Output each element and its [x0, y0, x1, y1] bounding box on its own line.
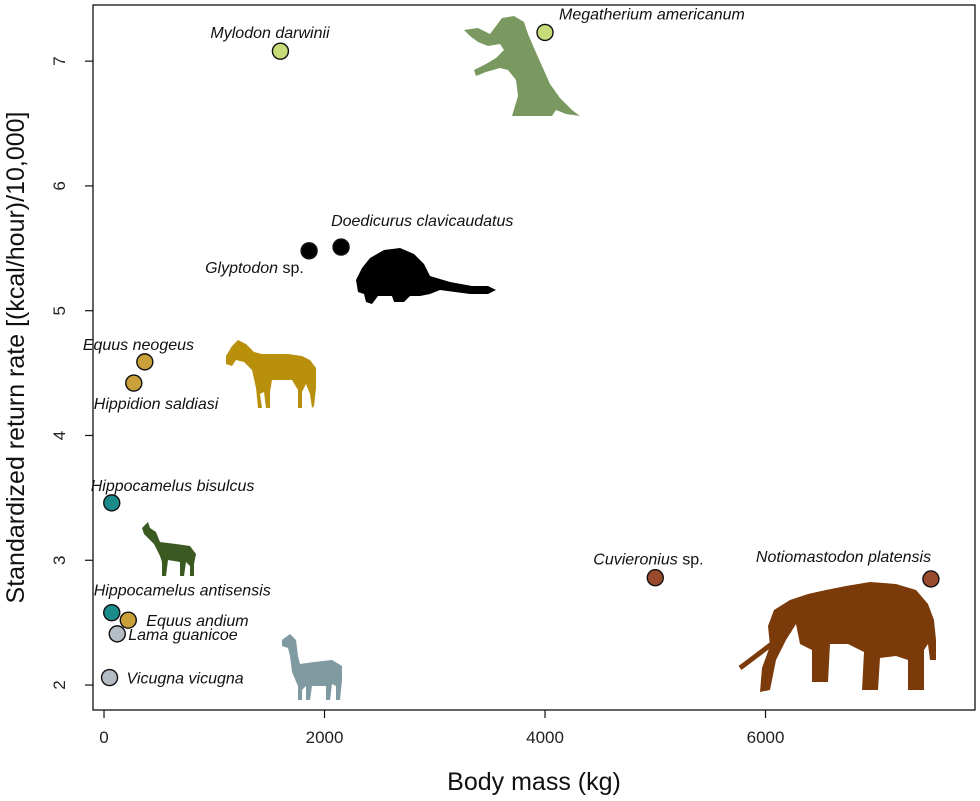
y-axis-title: Standardized return rate [(kcal/hour)/10…	[2, 112, 30, 604]
data-point	[103, 603, 121, 622]
y-tick-label: 6	[50, 181, 69, 190]
data-point	[271, 42, 290, 60]
point-label: Doedicurus clavicaudatus	[331, 213, 513, 230]
point-label: Hippidion saldiasi	[94, 396, 219, 413]
data-point	[108, 625, 126, 643]
data-points	[100, 23, 940, 687]
species-name: Vicugna vicugna	[127, 671, 244, 688]
data-point	[922, 570, 940, 588]
species-name: Hippidion saldiasi	[94, 396, 219, 413]
data-point	[125, 374, 143, 392]
species-name: Equus neogeus	[83, 337, 194, 354]
data-point	[300, 242, 318, 260]
deer-silhouette	[142, 522, 196, 576]
point-label: Glyptodon sp.	[205, 260, 304, 277]
point-label: Hippocamelus bisulcus	[91, 478, 255, 495]
data-point	[536, 23, 554, 42]
x-tick-label: 6000	[747, 728, 785, 747]
y-tick-label: 5	[50, 306, 69, 315]
species-name: Hippocamelus bisulcus	[91, 478, 255, 495]
species-name: Cuvieronius	[593, 552, 677, 569]
point-label: Equus andium	[146, 613, 248, 630]
species-name: Mylodon darwinii	[210, 25, 330, 42]
point-label: Hippocamelus antisensis	[94, 583, 271, 600]
horse-silhouette	[226, 340, 316, 408]
x-tick-label: 0	[99, 728, 108, 747]
data-point	[136, 353, 154, 371]
species-name: Hippocamelus antisensis	[94, 583, 271, 600]
point-label: Megatherium americanum	[559, 6, 745, 23]
species-name: Equus andium	[146, 613, 248, 630]
data-point	[100, 668, 119, 687]
glyptodont-silhouette	[356, 248, 496, 304]
data-point	[332, 238, 350, 256]
y-tick-label: 3	[50, 556, 69, 565]
x-tick-label: 2000	[306, 728, 344, 747]
x-tick-label: 4000	[526, 728, 564, 747]
ground-sloth-silhouette	[464, 16, 580, 116]
point-label: Cuvieronius sp.	[593, 552, 703, 569]
species-suffix: sp.	[678, 552, 704, 569]
point-label: Equus neogeus	[83, 337, 194, 354]
point-label: Mylodon darwinii	[210, 25, 330, 42]
species-name: Glyptodon	[205, 260, 278, 277]
y-tick-label: 4	[50, 431, 69, 440]
point-label: Vicugna vicugna	[127, 671, 244, 688]
plot-frame	[92, 4, 976, 711]
y-tick-label: 7	[50, 56, 69, 65]
species-name: Megatherium americanum	[559, 6, 745, 23]
point-label: Notiomastodon platensis	[756, 549, 931, 566]
gomphothere-silhouette	[738, 582, 936, 692]
species-suffix: sp.	[278, 260, 304, 277]
y-tick-label: 2	[50, 680, 69, 689]
data-point	[119, 611, 137, 629]
point-labels: Mylodon darwinii Megatherium americanum Do…	[83, 6, 931, 687]
species-name: Doedicurus clavicaudatus	[331, 213, 513, 230]
llama-silhouette	[282, 634, 342, 700]
data-point	[646, 569, 664, 587]
species-name: Notiomastodon platensis	[756, 549, 931, 566]
x-axis-title: Body mass (kg)	[447, 768, 621, 796]
axes: 0 2000 4000 6000 2 3 4 5 6 7 Body mass (kg) Standar…	[2, 56, 784, 796]
species-name: Lama guanicoe	[128, 627, 238, 644]
point-label: Lama guanicoe	[128, 627, 238, 644]
data-point	[103, 494, 121, 512]
